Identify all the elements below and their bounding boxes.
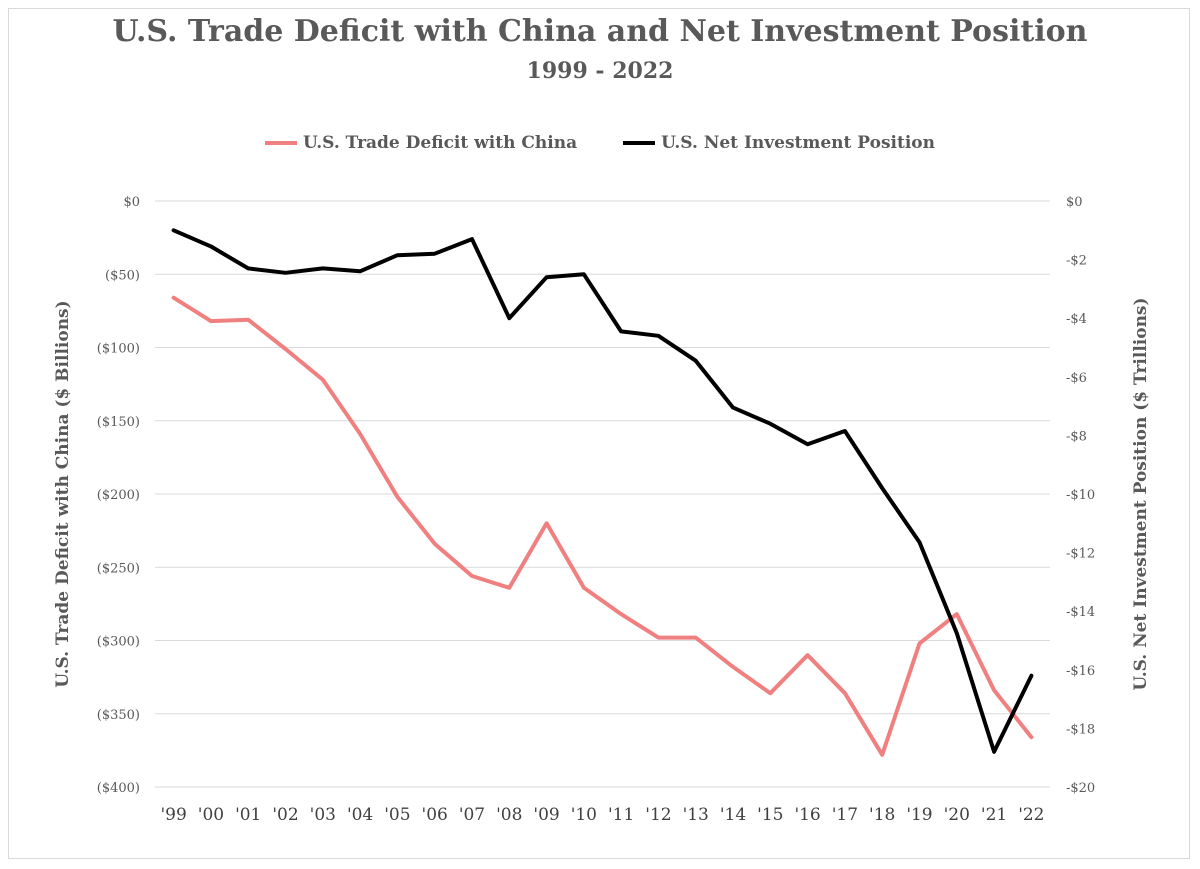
x-tick-label: '00 [198, 805, 224, 825]
y-right-tick-label: -$12 [1066, 547, 1095, 562]
chart-subtitle: 1999 - 2022 [526, 58, 674, 84]
x-tick-label: '01 [235, 805, 261, 825]
x-tick-label: '11 [608, 805, 634, 825]
y-right-tick-label: -$10 [1066, 488, 1095, 503]
x-tick-label: '07 [459, 805, 485, 825]
x-tick-label: '12 [645, 805, 671, 825]
x-tick-label: '99 [160, 805, 186, 825]
legend-item-trade-deficit: U.S. Trade Deficit with China [264, 133, 578, 153]
y-left-tick-label: ($350) [97, 708, 140, 723]
x-tick-label: '22 [1018, 805, 1044, 825]
y-right-tick-label: -$14 [1066, 605, 1095, 620]
y-right-tick-label: -$6 [1066, 371, 1087, 386]
chart-title: U.S. Trade Deficit with China and Net In… [112, 14, 1088, 49]
x-tick-label: '18 [869, 805, 895, 825]
y-left-tick-label: ($400) [97, 781, 140, 796]
x-tick-label: '06 [422, 805, 448, 825]
y-right-tick-label: -$20 [1066, 781, 1095, 796]
y-left-tick-label: $0 [123, 195, 140, 210]
x-tick-label: '17 [832, 805, 858, 825]
chart-frame [8, 8, 1190, 859]
y-right-tick-label: -$16 [1066, 664, 1095, 679]
x-tick-label: '16 [794, 805, 820, 825]
x-tick-label: '14 [720, 805, 746, 825]
y-right-tick-label: -$2 [1066, 254, 1087, 269]
y-left-axis-title: U.S. Trade Deficit with China ($ Billion… [53, 300, 73, 687]
y-left-tick-label: ($200) [97, 488, 140, 503]
x-tick-label: '20 [944, 805, 970, 825]
y-left-tick-label: ($300) [97, 635, 140, 650]
x-tick-label: '05 [384, 805, 410, 825]
y-right-tick-label: $0 [1066, 195, 1083, 210]
series-line-trade-deficit [171, 295, 1034, 757]
x-tick-label: '02 [272, 805, 298, 825]
legend-swatch-trade-deficit [264, 141, 297, 145]
legend: U.S. Trade Deficit with China U.S. Net I… [0, 130, 1200, 156]
x-tick-label: '15 [757, 805, 783, 825]
legend-swatch-net-investment [623, 141, 656, 145]
x-tick-label: '08 [496, 805, 522, 825]
x-tick-label: '03 [310, 805, 336, 825]
legend-item-net-investment: U.S. Net Investment Position [623, 133, 935, 153]
y-right-axis-title: U.S. Net Investment Position ($ Trillion… [1131, 297, 1151, 690]
y-right-tick-label: -$8 [1066, 429, 1087, 444]
y-right-tick-label: -$4 [1066, 312, 1087, 327]
y-left-tick-label: ($250) [97, 561, 140, 576]
x-tick-label: '10 [571, 805, 597, 825]
x-tick-label: '21 [981, 805, 1007, 825]
x-tick-label: '04 [347, 805, 373, 825]
legend-label-trade-deficit: U.S. Trade Deficit with China [302, 133, 578, 153]
x-tick-label: '19 [906, 805, 932, 825]
y-left-tick-label: ($50) [105, 268, 140, 283]
y-right-tick-label: -$18 [1066, 722, 1095, 737]
y-left-tick-label: ($100) [97, 342, 140, 357]
legend-label-net-investment: U.S. Net Investment Position [661, 133, 936, 153]
x-tick-label: '09 [533, 805, 559, 825]
y-left-tick-label: ($150) [97, 415, 140, 430]
x-tick-label: '13 [683, 805, 709, 825]
series-line-net-investment [171, 228, 1034, 754]
